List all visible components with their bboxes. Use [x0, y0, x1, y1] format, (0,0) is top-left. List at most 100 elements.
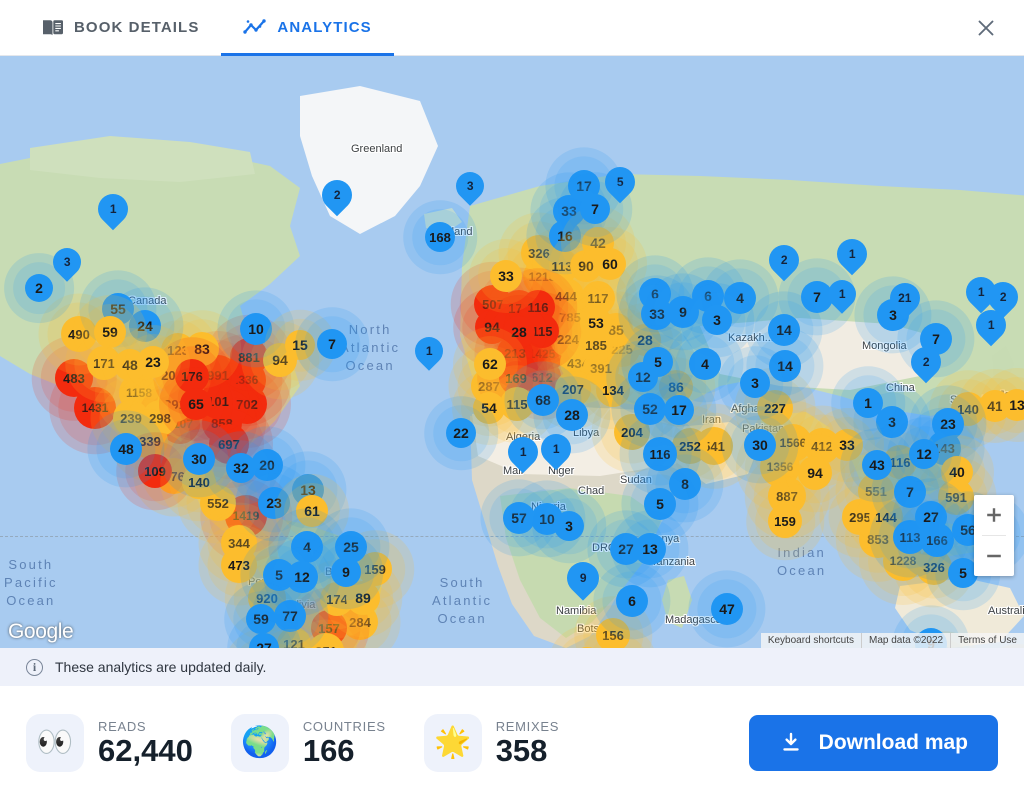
close-button[interactable]	[970, 12, 1002, 44]
map-cluster-marker[interactable]: 30	[183, 443, 215, 475]
map-cluster-marker[interactable]: 9	[667, 296, 699, 328]
map-cluster-marker[interactable]: 490	[61, 316, 97, 352]
map-cluster-marker[interactable]: 22	[446, 418, 476, 448]
map-cluster-marker[interactable]: 15	[285, 330, 315, 360]
map-cluster-marker[interactable]: 227	[757, 390, 793, 426]
map-cluster-marker[interactable]: 23	[258, 487, 290, 519]
map-cluster-marker[interactable]: 62	[474, 348, 506, 380]
map-cluster-marker[interactable]: 5	[643, 347, 673, 377]
download-map-button[interactable]: Download map	[748, 715, 998, 771]
map-cluster-marker[interactable]: 30	[744, 429, 776, 461]
map-cluster-marker[interactable]: 61	[296, 495, 328, 527]
map-pin-marker[interactable]: 2	[981, 275, 1024, 319]
map-pin-marker[interactable]: 5	[598, 160, 642, 204]
map-cluster-marker[interactable]: 252	[672, 428, 708, 464]
tab-analytics[interactable]: ANALYTICS	[221, 0, 395, 56]
map-cluster-marker[interactable]: 47	[711, 593, 743, 625]
map-pin-marker[interactable]: 1	[830, 232, 874, 276]
map-cluster-marker[interactable]: 116	[643, 437, 677, 471]
map-cluster-marker[interactable]: 13	[1001, 389, 1024, 421]
map-cluster-marker[interactable]: 77	[274, 600, 306, 632]
map-cluster-marker[interactable]: 24	[129, 310, 161, 342]
map-cluster-marker[interactable]: 20	[251, 449, 283, 481]
map-cluster-marker[interactable]: 3	[554, 511, 584, 541]
map-pin-marker[interactable]: 21	[883, 276, 927, 320]
map-cluster-marker[interactable]: 121	[277, 627, 311, 648]
map-pin-marker[interactable]: 1	[501, 430, 545, 474]
map-cluster-marker[interactable]: 40	[941, 456, 973, 488]
map-cluster-marker[interactable]: 57	[503, 502, 535, 534]
map-cluster-marker[interactable]: 65	[180, 388, 212, 420]
map-cluster-marker[interactable]: 9	[331, 557, 361, 587]
keyboard-shortcuts-link[interactable]: Keyboard shortcuts	[767, 635, 854, 646]
map-cluster-marker[interactable]: 5	[644, 488, 676, 520]
map-cluster-marker[interactable]: 12	[909, 439, 939, 469]
map-pin-marker[interactable]: 3	[47, 242, 87, 282]
map-cluster-marker[interactable]: 27	[915, 501, 947, 533]
map-cluster-marker[interactable]: 32	[226, 453, 256, 483]
map-cluster-marker[interactable]: 68	[527, 384, 559, 416]
map-pin-marker[interactable]: 2	[904, 340, 948, 384]
map-cluster-marker[interactable]: 33	[490, 260, 522, 292]
map-cluster-marker[interactable]: 17	[664, 395, 694, 425]
map-cluster-marker[interactable]: 2	[25, 274, 53, 302]
map-cluster-marker[interactable]: 54	[473, 392, 505, 424]
map-cluster-marker[interactable]: 27	[249, 633, 279, 648]
map-cluster-marker[interactable]: 48	[110, 433, 142, 465]
tab-book-details[interactable]: BOOK DETAILS	[20, 0, 221, 56]
map-cluster-marker[interactable]: 59	[94, 316, 126, 348]
zoom-in-button[interactable]	[974, 495, 1014, 535]
zoom-out-button[interactable]	[974, 536, 1014, 576]
map-cluster-marker[interactable]: 10	[240, 313, 272, 345]
map-cluster-marker[interactable]: 43	[862, 450, 892, 480]
zoom-controls[interactable]	[974, 495, 1014, 576]
map-cluster-marker[interactable]: 14	[768, 314, 800, 346]
map-cluster-marker[interactable]: 473	[221, 547, 257, 583]
world-map[interactable]: Greenland Canada Mongolia China Kazakh... Afg…	[0, 56, 1024, 648]
map-pin-marker[interactable]: 1	[534, 427, 578, 471]
map-cluster-marker[interactable]: 881	[230, 338, 268, 376]
map-cluster-marker[interactable]: 1	[853, 388, 883, 418]
map-pin-marker[interactable]: 1	[91, 187, 135, 231]
map-cluster-marker[interactable]: 3	[702, 305, 732, 335]
map-cluster-marker[interactable]: 168	[425, 222, 455, 252]
map-cluster-marker[interactable]: 7	[580, 194, 610, 224]
map-cluster-marker[interactable]: 71	[601, 647, 635, 648]
map-pin-marker[interactable]: 1	[822, 274, 862, 314]
map-cluster-marker[interactable]: 371	[308, 633, 344, 648]
map-cluster-marker[interactable]: 134	[596, 373, 630, 407]
map-cluster-marker[interactable]: 23	[932, 408, 964, 440]
map-pin-marker[interactable]: 9	[560, 555, 606, 601]
map-cluster-marker[interactable]: 3	[740, 368, 770, 398]
map-cluster-marker[interactable]: 60	[594, 248, 626, 280]
terms-of-use-link[interactable]: Terms of Use	[950, 633, 1024, 648]
map-cluster-marker[interactable]: 7	[317, 329, 347, 359]
map-cluster-marker[interactable]: 4	[724, 282, 756, 314]
map-pin-marker[interactable]: 2	[762, 238, 806, 282]
map-cluster-marker[interactable]: 483	[55, 359, 93, 397]
map-cluster-marker[interactable]: 94	[798, 456, 832, 490]
map-cluster-marker[interactable]: 14	[769, 350, 801, 382]
map-cluster-marker[interactable]: 109	[138, 454, 172, 488]
map-cluster-marker[interactable]: 12	[286, 561, 318, 593]
map-cluster-marker[interactable]: 176	[175, 359, 209, 393]
map-cluster-marker[interactable]: 52	[634, 393, 666, 425]
map-cluster-marker[interactable]: 4	[291, 531, 323, 563]
map-cluster-marker[interactable]: 156	[596, 618, 630, 648]
map-cluster-marker[interactable]: 53	[580, 307, 612, 339]
map-cluster-marker[interactable]: 3	[876, 406, 908, 438]
map-cluster-marker[interactable]: 4	[689, 348, 721, 380]
map-cluster-marker[interactable]: 6	[616, 585, 648, 617]
map-cluster-marker[interactable]: 7	[894, 476, 926, 508]
map-cluster-marker[interactable]: 16	[549, 220, 581, 252]
map-cluster-marker[interactable]: 5	[948, 558, 978, 588]
map-cluster-marker[interactable]: 140	[951, 392, 985, 426]
map-cluster-marker[interactable]: 13	[634, 533, 666, 565]
map-cluster-marker[interactable]: 1566	[774, 424, 812, 462]
map-pin-marker[interactable]: 3	[450, 166, 490, 206]
map-pin-marker[interactable]: 1	[969, 303, 1013, 347]
map-pin-marker[interactable]: 1	[409, 331, 449, 371]
map-cluster-marker[interactable]: 33	[831, 429, 863, 461]
map-cluster-marker[interactable]: 23	[137, 346, 169, 378]
map-pin-marker[interactable]: 2	[315, 173, 359, 217]
